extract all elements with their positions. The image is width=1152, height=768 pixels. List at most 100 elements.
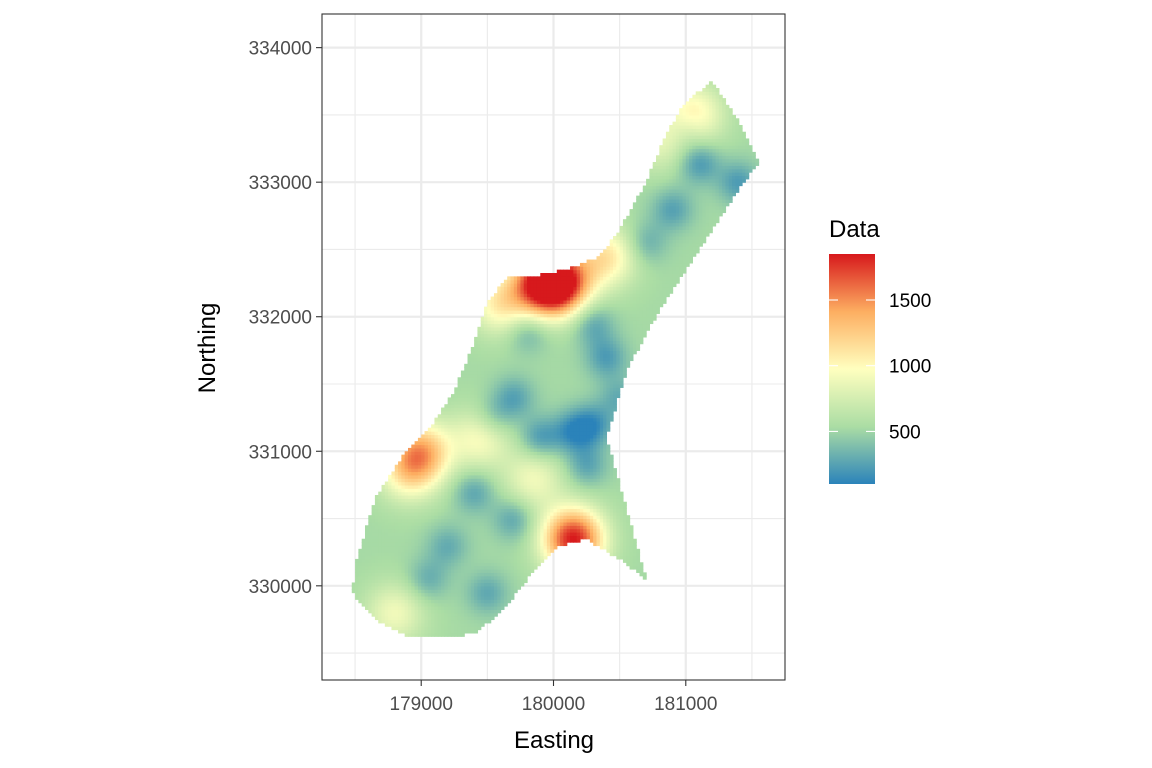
raster-cell bbox=[576, 461, 581, 466]
raster-cell bbox=[497, 572, 502, 577]
raster-cell bbox=[523, 464, 528, 469]
raster-cell bbox=[570, 431, 574, 436]
raster-cell bbox=[576, 303, 581, 308]
raster-cell bbox=[543, 336, 548, 341]
raster-cell bbox=[371, 609, 376, 614]
raster-cell bbox=[523, 454, 528, 459]
raster-cell bbox=[457, 582, 462, 587]
raster-cell bbox=[523, 286, 528, 291]
raster-cell bbox=[507, 454, 512, 459]
raster-cell bbox=[497, 310, 502, 314]
raster-cell bbox=[556, 532, 561, 536]
raster-cell bbox=[424, 431, 429, 436]
raster-cell bbox=[384, 484, 389, 489]
raster-cell bbox=[450, 515, 455, 520]
raster-cell bbox=[517, 373, 522, 378]
raster-cell bbox=[523, 414, 528, 419]
raster-cell bbox=[404, 616, 409, 621]
raster-cell bbox=[467, 377, 472, 382]
raster-cell bbox=[563, 283, 568, 288]
raster-cell bbox=[570, 511, 574, 516]
raster-cell bbox=[487, 468, 492, 473]
raster-cell bbox=[530, 495, 535, 499]
raster-cell bbox=[460, 421, 465, 425]
raster-cell bbox=[573, 454, 578, 459]
raster-cell bbox=[470, 424, 475, 429]
raster-cell bbox=[533, 441, 538, 446]
raster-cell bbox=[583, 421, 588, 425]
raster-cell bbox=[457, 451, 462, 456]
raster-cell bbox=[480, 461, 485, 466]
raster-cell bbox=[474, 562, 479, 567]
raster-cell bbox=[467, 626, 472, 631]
raster-cell bbox=[540, 451, 545, 456]
raster-cell bbox=[540, 498, 545, 503]
raster-cell bbox=[437, 589, 442, 594]
raster-cell bbox=[543, 407, 548, 412]
raster-cell bbox=[556, 427, 561, 432]
raster-cell bbox=[477, 333, 482, 338]
raster-cell bbox=[523, 283, 528, 288]
raster-cell bbox=[513, 521, 518, 526]
raster-cell bbox=[444, 565, 449, 570]
raster-cell bbox=[388, 575, 393, 580]
raster-cell bbox=[450, 528, 455, 533]
raster-cell bbox=[470, 585, 475, 590]
raster-cell bbox=[579, 498, 584, 503]
raster-cell bbox=[573, 310, 578, 314]
raster-cell bbox=[374, 585, 379, 590]
raster-cell bbox=[404, 454, 409, 459]
raster-cell bbox=[421, 632, 426, 637]
raster-cell bbox=[414, 484, 419, 489]
raster-cell bbox=[566, 367, 571, 372]
raster-cell bbox=[487, 619, 492, 624]
raster-cell bbox=[457, 535, 462, 540]
raster-cell bbox=[510, 310, 515, 314]
raster-cell bbox=[543, 310, 548, 314]
raster-cell bbox=[560, 451, 565, 456]
raster-cell bbox=[500, 491, 505, 496]
raster-cell bbox=[484, 542, 488, 547]
raster-cell bbox=[368, 602, 373, 607]
raster-cell bbox=[474, 622, 479, 627]
raster-cell bbox=[421, 481, 426, 486]
raster-cell bbox=[583, 518, 588, 523]
raster-cell bbox=[450, 421, 455, 425]
raster-cell bbox=[487, 488, 492, 493]
raster-cell bbox=[404, 619, 409, 624]
raster-cell bbox=[361, 569, 366, 573]
raster-cell bbox=[533, 511, 538, 516]
raster-cell bbox=[484, 481, 488, 486]
raster-cell bbox=[444, 404, 449, 409]
raster-cell bbox=[401, 528, 406, 533]
raster-cell bbox=[404, 579, 409, 584]
raster-cell bbox=[517, 484, 522, 489]
raster-cell bbox=[407, 495, 412, 499]
raster-cell bbox=[497, 542, 502, 547]
raster-cell bbox=[447, 431, 452, 436]
raster-cell bbox=[546, 279, 551, 284]
raster-cell bbox=[460, 414, 465, 419]
raster-cell bbox=[503, 464, 508, 469]
raster-cell bbox=[500, 521, 505, 526]
raster-cell bbox=[371, 535, 376, 540]
raster-cell bbox=[421, 458, 426, 462]
raster-cell bbox=[579, 296, 584, 301]
raster-cell bbox=[460, 558, 465, 563]
raster-cell bbox=[527, 320, 531, 325]
raster-cell bbox=[394, 585, 399, 590]
raster-cell bbox=[523, 441, 528, 446]
raster-cell bbox=[388, 525, 393, 530]
raster-cell bbox=[414, 498, 419, 503]
raster-cell bbox=[470, 575, 475, 580]
raster-cell bbox=[546, 326, 551, 331]
raster-cell bbox=[381, 582, 386, 587]
raster-cell bbox=[384, 602, 389, 607]
raster-cell bbox=[503, 313, 508, 318]
raster-cell bbox=[444, 548, 449, 553]
raster-cell bbox=[536, 427, 541, 432]
raster-cell bbox=[424, 616, 429, 621]
raster-cell bbox=[576, 474, 581, 479]
raster-cell bbox=[497, 380, 502, 385]
raster-cell bbox=[391, 481, 396, 486]
